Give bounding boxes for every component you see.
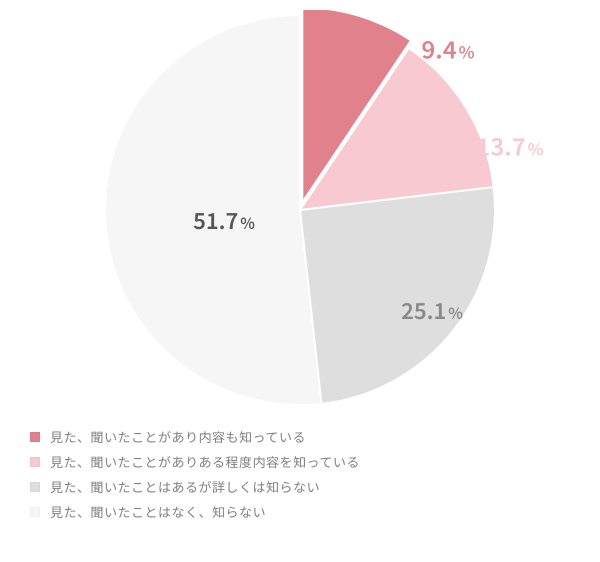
legend-label: 見た、聞いたことはなく、知らない: [50, 505, 266, 518]
pie-slice-percent-suffix: %: [448, 302, 463, 324]
pie-slice-label: 25.1%: [401, 294, 463, 326]
legend-item: 見た、聞いたことはあるが詳しくは知らない: [30, 480, 360, 493]
legend-label: 見た、聞いたことがありある程度内容を知っている: [50, 455, 360, 468]
legend-item: 見た、聞いたことはなく、知らない: [30, 505, 360, 518]
pie-slice-value: 13.7: [476, 128, 525, 163]
pie-slice: [300, 187, 495, 404]
pie-slice-percent-suffix: %: [459, 40, 475, 64]
legend-item: 見た、聞いたことがあり内容も知っている: [30, 430, 360, 443]
pie-slice-value: 9.4: [421, 31, 456, 66]
pie-slice-label: 9.4%: [421, 31, 474, 66]
pie-slice-percent-suffix: %: [528, 137, 544, 161]
legend-label: 見た、聞いたことはあるが詳しくは知らない: [50, 480, 320, 493]
legend-swatch: [30, 432, 40, 442]
pie-slice-label: 51.7%: [193, 204, 255, 236]
pie-slice-percent-suffix: %: [240, 212, 255, 234]
pie-slice-label: 13.7%: [476, 128, 543, 163]
legend-label: 見た、聞いたことがあり内容も知っている: [50, 430, 306, 443]
pie-chart: [100, 10, 500, 410]
legend-item: 見た、聞いたことがありある程度内容を知っている: [30, 455, 360, 468]
legend-swatch: [30, 482, 40, 492]
chart-container: 9.4%13.7%25.1%51.7% 見た、聞いたことがあり内容も知っている見…: [0, 0, 600, 562]
legend-swatch: [30, 507, 40, 517]
pie-slice-value: 25.1: [401, 294, 446, 326]
legend-swatch: [30, 457, 40, 467]
pie-slice-value: 51.7: [193, 204, 238, 236]
legend: 見た、聞いたことがあり内容も知っている見た、聞いたことがありある程度内容を知って…: [30, 430, 360, 530]
pie-chart-area: 9.4%13.7%25.1%51.7%: [0, 0, 600, 420]
